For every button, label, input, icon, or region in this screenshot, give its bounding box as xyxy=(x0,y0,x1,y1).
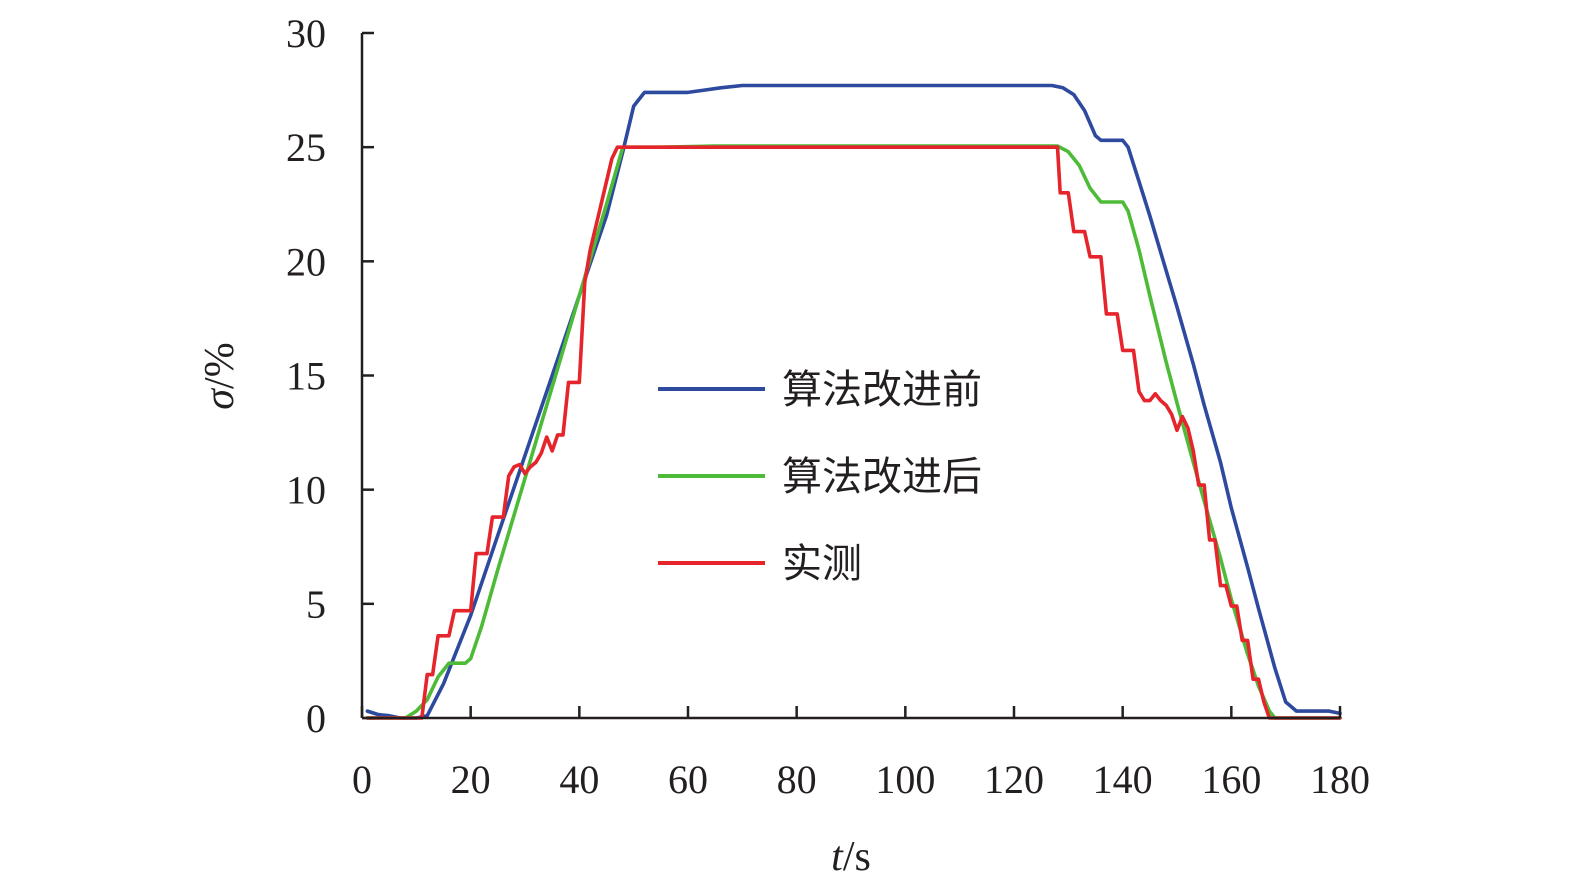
legend-label-0: 算法改进前 xyxy=(782,367,982,413)
x-tick-label: 100 xyxy=(875,757,935,802)
y-tick-label: 25 xyxy=(286,125,326,170)
x-tick-label: 40 xyxy=(559,757,599,802)
x-axis-title: t/s xyxy=(831,834,871,880)
x-tick-label: 120 xyxy=(984,757,1044,802)
series-layer xyxy=(365,83,1342,720)
y-tick-label: 0 xyxy=(306,696,326,741)
y-axis-title: σ/% xyxy=(197,342,243,409)
series-line-1 xyxy=(365,144,1342,720)
x-axis-variable: t xyxy=(831,834,844,880)
axes: 0 5 10 15 20 25 30 0 20 40 60 80 100 120 140 160 180 xyxy=(286,11,1370,802)
y-axis-unit: /% xyxy=(197,342,243,389)
y-axis-variable: σ xyxy=(197,387,243,410)
x-axis-unit: /s xyxy=(843,834,871,880)
x-tick-label: 20 xyxy=(451,757,491,802)
legend-label-2: 实测 xyxy=(782,541,862,587)
y-tick-label: 10 xyxy=(286,468,326,513)
y-tick-label: 20 xyxy=(286,239,326,284)
x-tick-label: 160 xyxy=(1201,757,1261,802)
x-tick-label: 140 xyxy=(1093,757,1153,802)
series-line-2 xyxy=(365,145,1342,720)
x-tick-label: 180 xyxy=(1310,757,1370,802)
y-tick-label: 5 xyxy=(306,582,326,627)
y-tick-label: 30 xyxy=(286,11,326,56)
x-tick-label: 80 xyxy=(777,757,817,802)
legend-label-1: 算法改进后 xyxy=(782,454,982,500)
y-tick-label: 15 xyxy=(286,354,326,399)
x-tick-label: 60 xyxy=(668,757,708,802)
x-tick-label: 0 xyxy=(352,757,372,802)
series-line-0 xyxy=(365,83,1342,720)
